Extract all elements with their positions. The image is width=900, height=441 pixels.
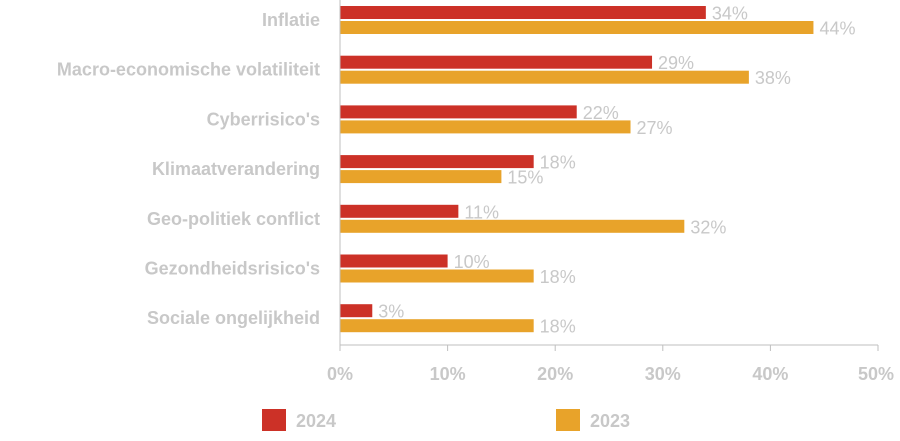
legend-label-2024: 2024 [296, 411, 336, 431]
bar-2023-cyberrisico-s [340, 120, 631, 134]
data-label-2024-sociale-ongelijkheid: 3% [378, 302, 404, 322]
bar-2023-inflatie [340, 21, 814, 34]
data-label-2024-geo-politiek-conflict: 11% [464, 202, 499, 222]
bar-2023-gezondheidsrisico-s [340, 269, 534, 283]
category-label-macro-economische-volatiliteit: Macro-economische volatiliteit [57, 60, 320, 80]
bar-2024-cyberrisico-s [340, 105, 577, 119]
data-label-2023-gezondheidsrisico-s: 18% [540, 267, 576, 287]
data-label-2023-inflatie: 44% [819, 19, 855, 39]
bar-2024-inflatie [340, 6, 706, 19]
x-tick-label-10: 10% [430, 364, 466, 384]
x-tick-label-40: 40% [752, 364, 788, 384]
x-tick-label-20: 20% [537, 364, 573, 384]
category-label-gezondheidsrisico-s: Gezondheidsrisico's [145, 259, 320, 279]
bar-2023-geo-politiek-conflict [340, 219, 685, 233]
legend-swatch-2023 [556, 409, 580, 431]
bar-2024-gezondheidsrisico-s [340, 254, 448, 268]
bar-2024-macro-economische-volatiliteit [340, 55, 653, 69]
data-label-2023-macro-economische-volatiliteit: 38% [755, 68, 791, 88]
bar-2023-macro-economische-volatiliteit [340, 70, 749, 84]
category-label-geo-politiek-conflict: Geo-politiek conflict [147, 209, 320, 229]
bar-2024-geo-politiek-conflict [340, 204, 459, 218]
x-axis: 0% 10% 20% 30% 40% 50% [327, 0, 894, 384]
legend-label-2023: 2023 [590, 411, 630, 431]
bar-2023-sociale-ongelijkheid [340, 319, 534, 333]
bars-group [340, 6, 814, 333]
legend: 2024 2023 [262, 409, 630, 431]
x-tick-label-50: 50% [858, 364, 894, 384]
labels-group: Inflatie 34% 44% Macro-economische volatili… [57, 4, 856, 337]
data-label-2024-cyberrisico-s: 22% [583, 103, 619, 123]
bar-2023-klimaatverandering [340, 170, 502, 184]
data-label-2023-klimaatverandering: 15% [507, 168, 543, 188]
data-label-2024-macro-economische-volatiliteit: 29% [658, 53, 694, 73]
data-label-2024-inflatie: 34% [712, 4, 748, 24]
category-label-inflatie: Inflatie [262, 10, 320, 30]
bar-2024-sociale-ongelijkheid [340, 304, 373, 318]
data-label-2023-sociale-ongelijkheid: 18% [540, 317, 576, 337]
category-label-sociale-ongelijkheid: Sociale ongelijkheid [147, 308, 320, 328]
bar-2024-klimaatverandering [340, 155, 534, 169]
x-tick-label-0: 0% [327, 364, 353, 384]
category-label-cyberrisico-s: Cyberrisico's [207, 109, 320, 129]
data-label-2024-gezondheidsrisico-s: 10% [454, 252, 490, 272]
data-label-2023-cyberrisico-s: 27% [637, 118, 673, 138]
legend-swatch-2024 [262, 409, 286, 431]
data-label-2023-geo-politiek-conflict: 32% [690, 217, 726, 237]
data-label-2024-klimaatverandering: 18% [540, 153, 576, 173]
category-label-klimaatverandering: Klimaatverandering [152, 159, 320, 179]
x-tick-label-30: 30% [645, 364, 681, 384]
